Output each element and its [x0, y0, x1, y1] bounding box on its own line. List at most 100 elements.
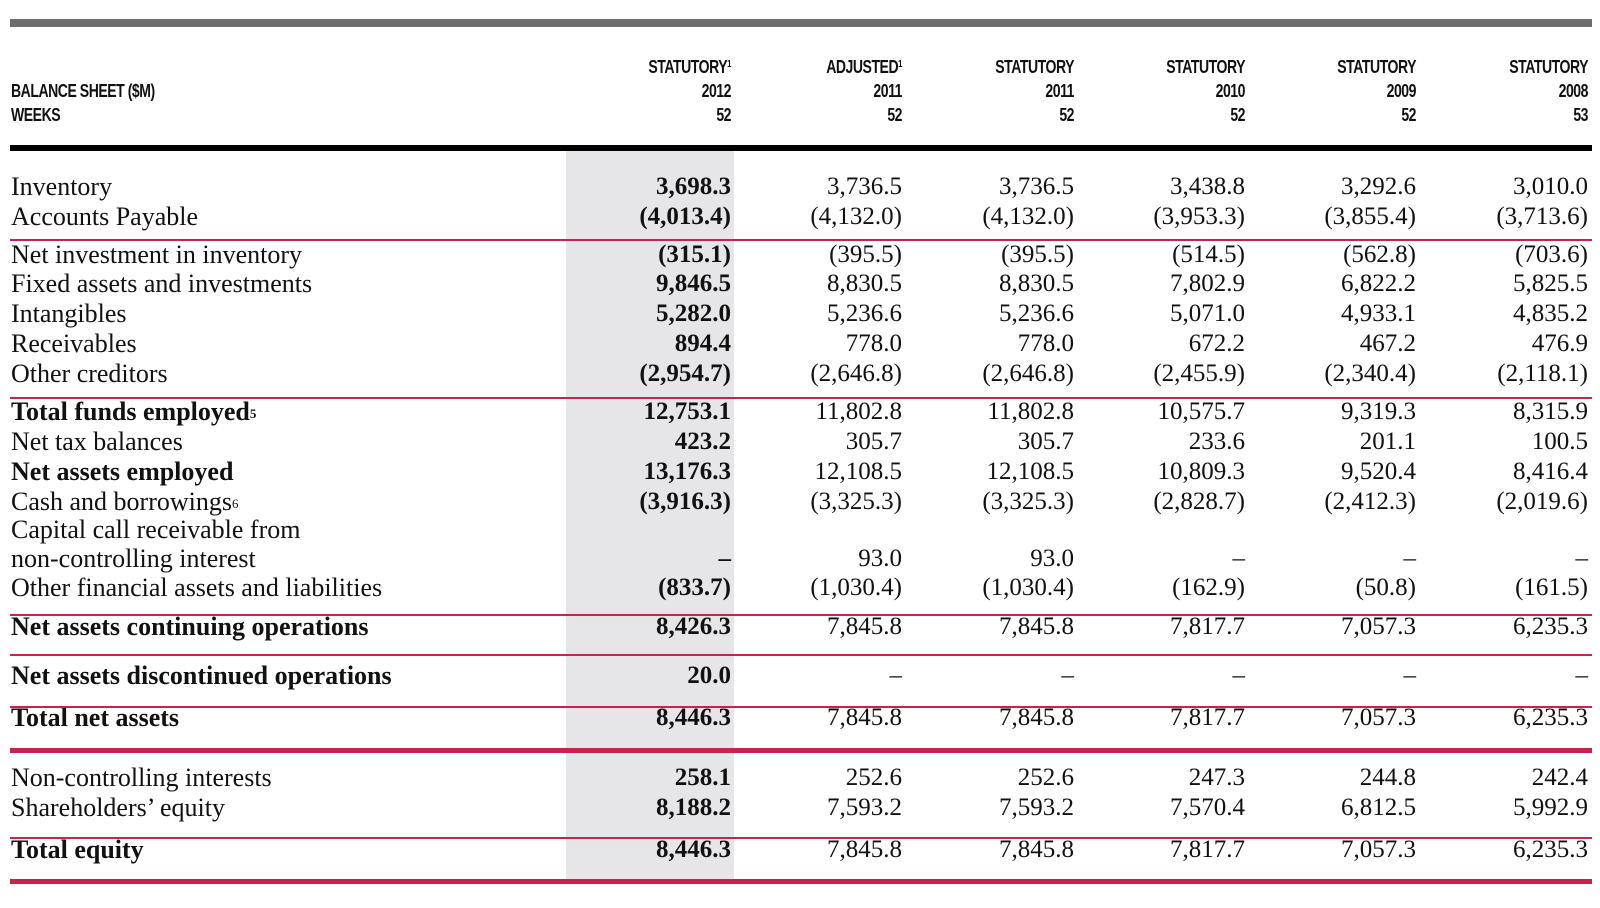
table-cell: 7,057.3	[1341, 704, 1416, 731]
table-cell: –	[718, 545, 732, 572]
row-label-text: Total equity	[11, 835, 144, 864]
table-cell: –	[1575, 545, 1589, 572]
table-cell: (4,013.4)	[639, 203, 731, 230]
table-cell: 20.0	[687, 662, 731, 689]
table-cell: 5,236.6	[999, 300, 1074, 327]
row-label: Receivables	[11, 329, 137, 359]
table-cell: 12,753.1	[643, 398, 732, 425]
table-cell: 7,845.8	[827, 613, 902, 640]
row-label: Net assets discontinued operations	[11, 661, 392, 691]
table-cell: 8,188.2	[656, 794, 731, 821]
table-cell: 7,845.8	[999, 704, 1074, 731]
table-cell: 894.4	[674, 330, 731, 357]
table-cell: 4,835.2	[1513, 300, 1588, 327]
table-cell: –	[1403, 662, 1417, 689]
table-cell: 3,736.5	[827, 173, 902, 200]
row-label: Cash and borrowings6	[11, 487, 238, 517]
footnote-marker: 1	[898, 59, 902, 70]
table-cell: –	[1232, 662, 1246, 689]
table-row: Net assets continuing operations 8,426.3 7…	[0, 612, 1600, 642]
footnote-marker: 5	[249, 406, 257, 421]
table-cell: 3,438.8	[1170, 173, 1245, 200]
header-weeks-label: WEEKS	[11, 105, 61, 125]
table-cell: 233.6	[1188, 428, 1245, 455]
table-row: Other creditors (2,954.7) (2,646.8) (2,646.…	[0, 359, 1600, 389]
table-cell: (4,132.0)	[982, 203, 1074, 230]
row-label-text: Net tax balances	[11, 427, 183, 456]
table-cell: (3,855.4)	[1324, 203, 1416, 230]
row-label: Net tax balances	[11, 427, 183, 457]
table-row: Shareholders’ equity 8,188.2 7,593.2 7,593.…	[0, 793, 1600, 823]
row-label: Intangibles	[11, 299, 127, 329]
table-cell: 7,593.2	[999, 794, 1074, 821]
table-row: non-controlling interest – 93.0 93.0 – – –	[0, 544, 1600, 574]
table-cell: 242.4	[1531, 764, 1588, 791]
table-cell: (315.1)	[658, 241, 731, 268]
table-cell: –	[1575, 662, 1589, 689]
table-cell: 8,446.3	[656, 836, 731, 863]
table-cell: 11,802.8	[987, 398, 1074, 425]
table-cell: 7,817.7	[1170, 704, 1245, 731]
row-label: Net investment in inventory	[11, 240, 302, 270]
table-cell: 10,809.3	[1157, 458, 1246, 485]
table-cell: 6,235.3	[1513, 613, 1588, 640]
column-header-weeks: 52	[1230, 105, 1245, 125]
table-cell: (50.8)	[1355, 574, 1416, 601]
table-row: Total equity 8,446.3 7,845.8 7,845.8 7,817.7…	[0, 835, 1600, 865]
column-header: STATUTORY 2010 52	[1073, 55, 1245, 127]
table-cell: 5,825.5	[1513, 270, 1588, 297]
row-label: Total funds employed5	[11, 397, 256, 427]
column-header-type: STATUTORY	[1337, 57, 1416, 77]
table-cell: (2,412.3)	[1324, 488, 1416, 515]
table-cell: (2,118.1)	[1497, 360, 1588, 387]
table-cell: 244.8	[1359, 764, 1416, 791]
table-cell: 8,315.9	[1513, 398, 1588, 425]
table-cell: 7,845.8	[827, 836, 902, 863]
column-header: ADJUSTED1 2011 52	[730, 55, 902, 127]
row-divider	[10, 397, 1592, 399]
table-cell: (2,019.6)	[1496, 488, 1588, 515]
table-cell: 201.1	[1359, 428, 1416, 455]
column-header: STATUTORY 2011 52	[902, 55, 1074, 127]
column-header-weeks: 52	[887, 105, 902, 125]
table-cell: 93.0	[858, 545, 902, 572]
table-cell: 7,817.7	[1170, 836, 1245, 863]
row-label: Net assets continuing operations	[11, 612, 369, 642]
table-cell: 8,446.3	[656, 704, 731, 731]
row-label-text: Cash and borrowings	[11, 487, 232, 516]
table-row: Non-controlling interests 258.1 252.6 252.6…	[0, 763, 1600, 793]
table-cell: (2,828.7)	[1153, 488, 1245, 515]
row-label-text: Intangibles	[11, 299, 127, 328]
row-label-text: Other creditors	[11, 359, 168, 388]
table-cell: 3,010.0	[1513, 173, 1588, 200]
column-header-type: ADJUSTED	[826, 57, 899, 77]
column-header-year: 2008	[1558, 81, 1589, 101]
table-cell: 13,176.3	[643, 458, 732, 485]
table-cell: (2,646.8)	[810, 360, 902, 387]
table-cell: 7,057.3	[1341, 836, 1416, 863]
table-cell: 252.6	[1017, 764, 1074, 791]
row-divider	[10, 837, 1592, 839]
row-label: Other financial assets and liabilities	[11, 573, 382, 603]
table-cell: (2,954.7)	[639, 360, 731, 387]
table-cell: –	[1403, 545, 1417, 572]
table-row: Total funds employed5 12,753.1 11,802.8 11,…	[0, 397, 1600, 427]
table-cell: (1,030.4)	[982, 574, 1074, 601]
table-cell: (703.6)	[1515, 241, 1588, 268]
table-cell: 5,236.6	[827, 300, 902, 327]
column-header-year: 2012	[701, 81, 732, 101]
table-cell: (3,916.3)	[639, 488, 731, 515]
row-label-text: Receivables	[11, 329, 137, 358]
row-label-text: Accounts Payable	[11, 202, 199, 231]
row-label-text: Fixed assets and investments	[11, 269, 313, 298]
section-divider	[10, 879, 1592, 884]
table-cell: 3,736.5	[999, 173, 1074, 200]
row-label-text: non-controlling interest	[11, 544, 256, 573]
table-cell: (2,340.4)	[1324, 360, 1416, 387]
top-rule	[10, 19, 1592, 27]
table-cell: 7,845.8	[999, 613, 1074, 640]
table-cell: 778.0	[1017, 330, 1074, 357]
row-divider	[10, 654, 1592, 656]
column-header-type: STATUTORY	[995, 57, 1074, 77]
row-label: Shareholders’ equity	[11, 793, 225, 823]
